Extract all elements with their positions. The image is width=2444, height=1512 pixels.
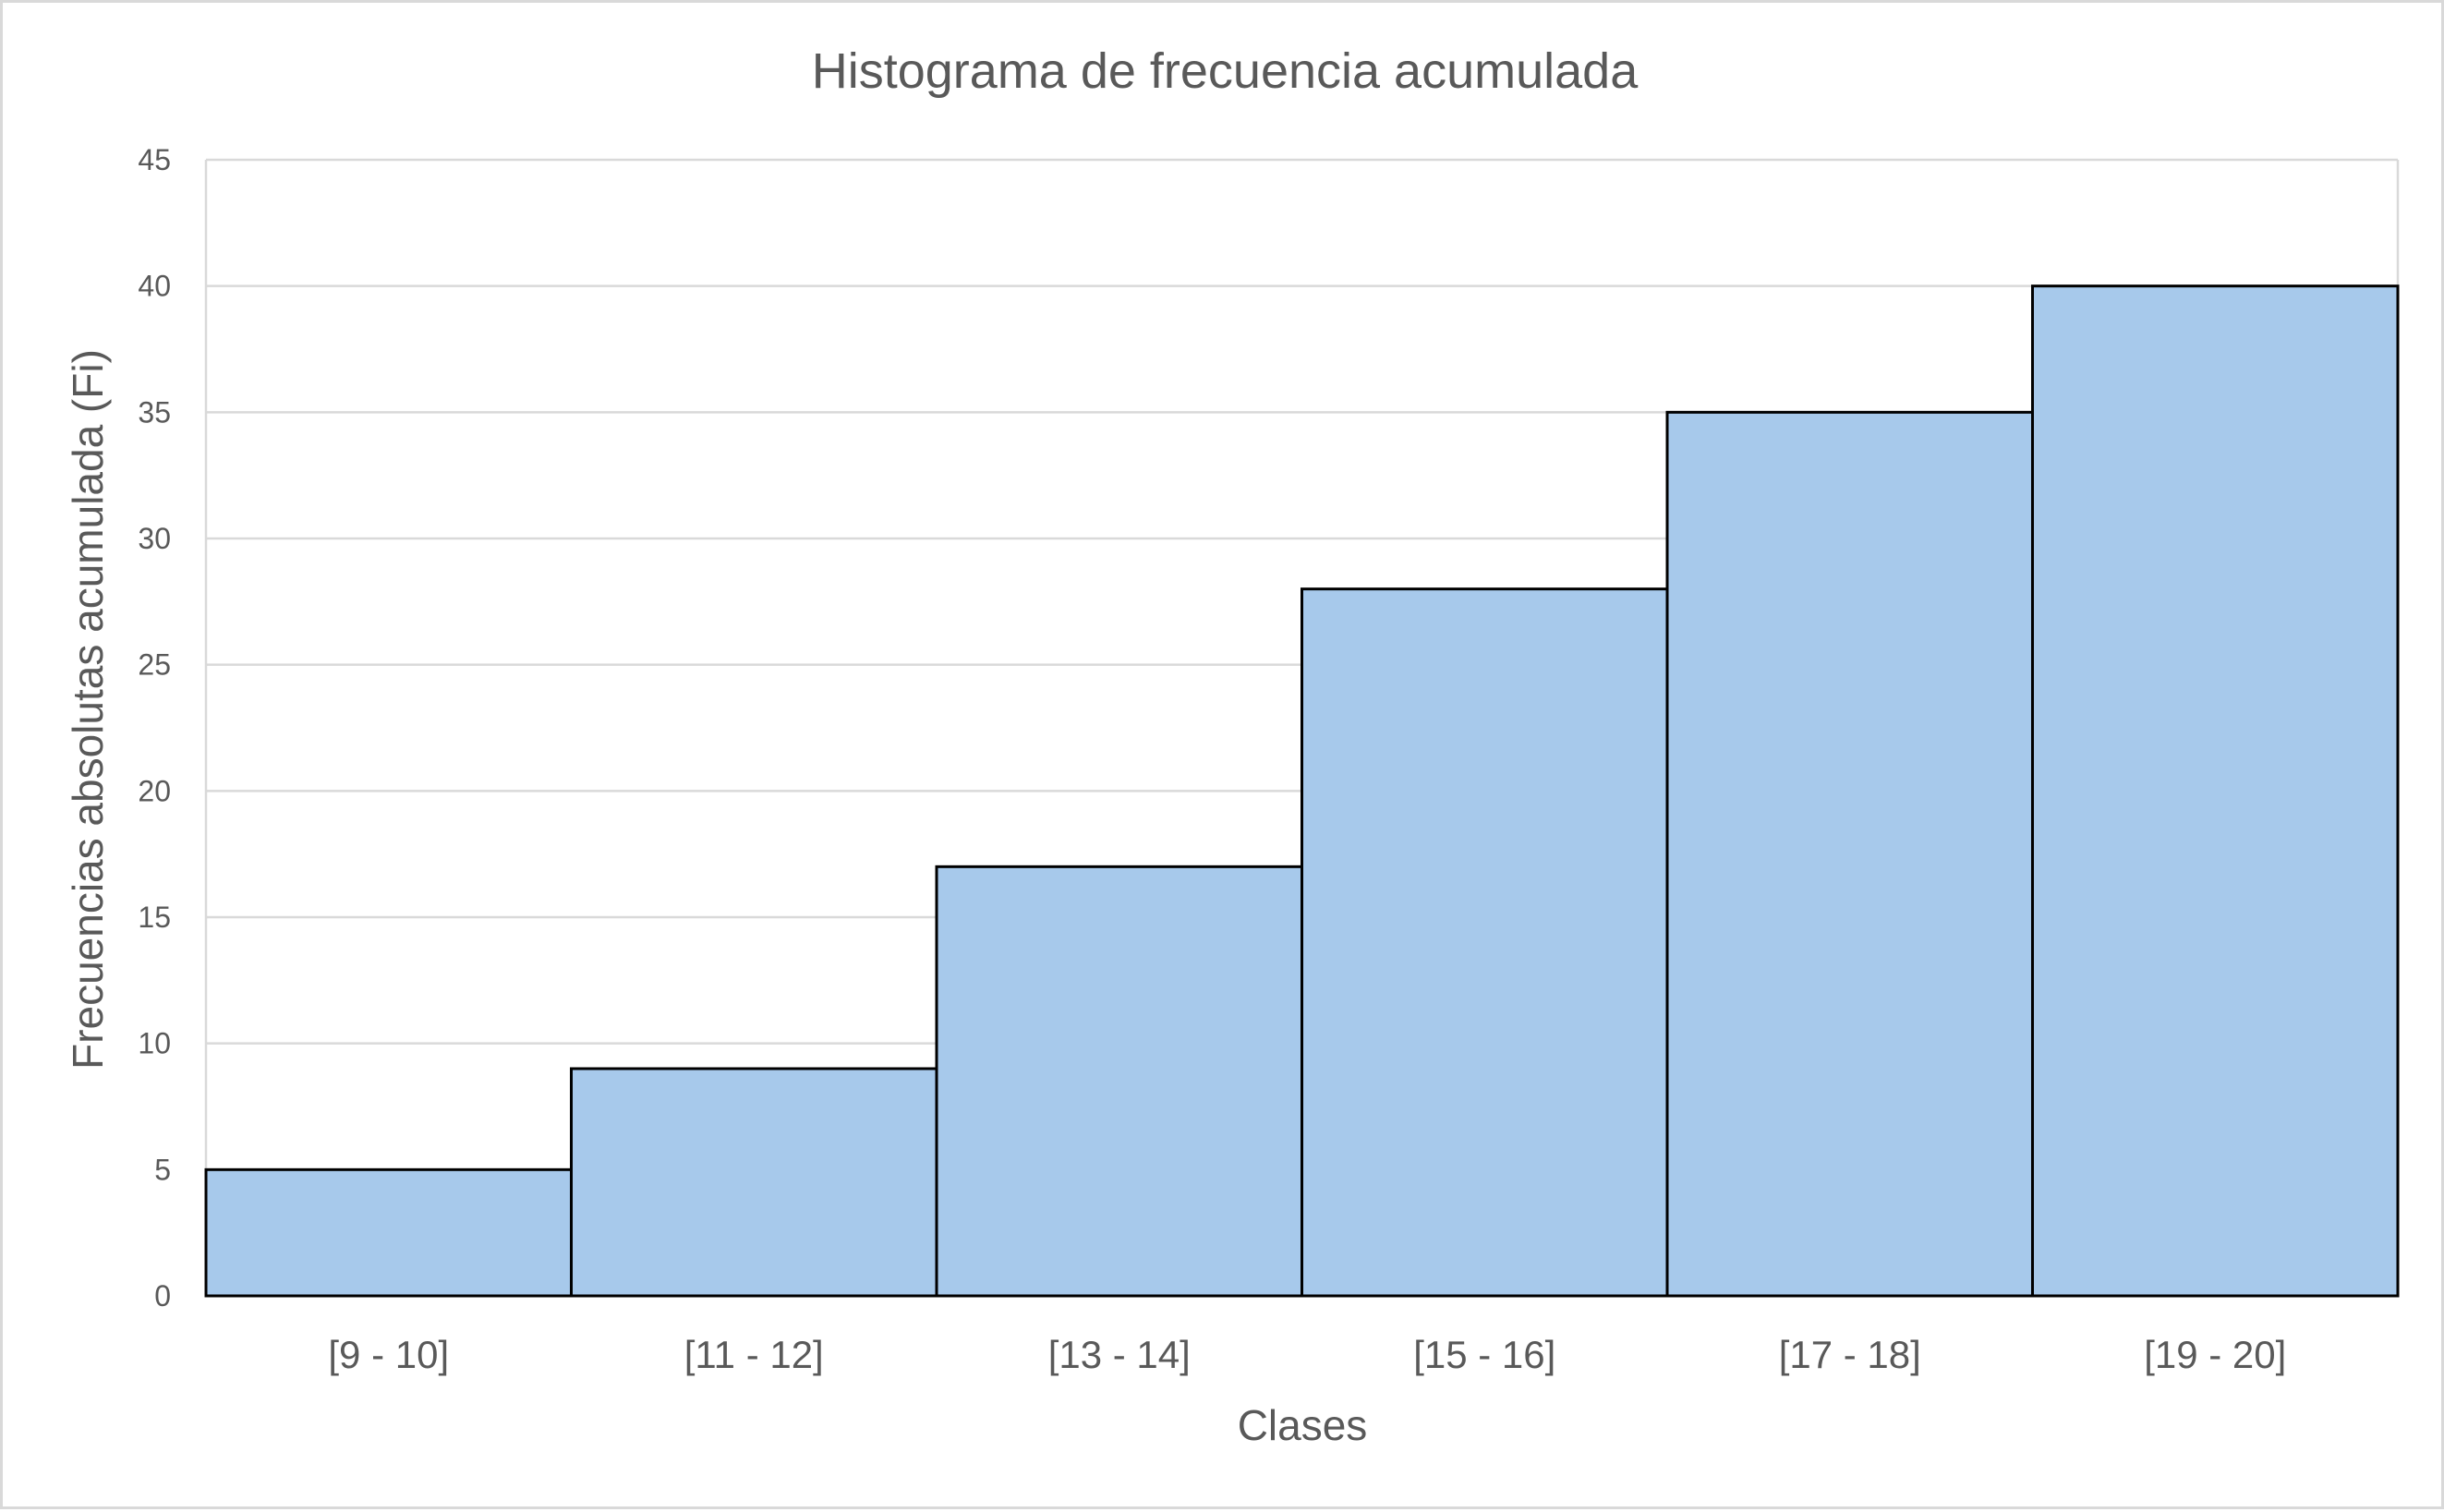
x-tick-label: [17 - 18] <box>1779 1333 1921 1376</box>
x-axis-ticks: [9 - 10] [11 - 12] [13 - 14] [15 - 16] [17 -… <box>328 1333 2286 1376</box>
histogram-bar <box>204 1167 573 1298</box>
x-tick-label: [19 - 20] <box>2144 1333 2286 1376</box>
y-tick-label: 5 <box>154 1153 171 1186</box>
y-axis-ticks: 0 5 10 15 20 25 30 35 40 45 <box>138 143 171 1312</box>
chart-title: Histograma de frecuencia acumulada <box>812 43 1639 99</box>
x-tick-label: [15 - 16] <box>1413 1333 1555 1376</box>
x-tick-label: [11 - 12] <box>684 1333 824 1376</box>
y-tick-label: 10 <box>138 1027 171 1060</box>
y-tick-label: 15 <box>138 901 171 934</box>
x-tick-label: [9 - 10] <box>328 1333 449 1376</box>
histogram-bar <box>1665 410 2034 1298</box>
y-tick-label: 35 <box>138 395 171 429</box>
histogram-chart: 0 5 10 15 20 25 30 35 40 45 [9 - 10] [11 - 12] [13 … <box>64 43 2400 1449</box>
x-axis-title: Clases <box>1238 1401 1368 1449</box>
histogram-bar <box>570 1067 938 1298</box>
y-axis-title: Frecuencias absolutas acumulada (Fi) <box>64 349 112 1070</box>
y-tick-label: 25 <box>138 648 171 682</box>
histogram-bar <box>935 865 1303 1298</box>
bars <box>204 284 2400 1298</box>
histogram-bar <box>2031 284 2400 1298</box>
y-tick-label: 0 <box>154 1279 171 1312</box>
y-tick-label: 30 <box>138 522 171 555</box>
y-tick-label: 45 <box>138 143 171 176</box>
x-tick-label: [13 - 14] <box>1048 1333 1191 1376</box>
y-tick-label: 40 <box>138 270 171 303</box>
histogram-bar <box>1301 587 1669 1298</box>
y-tick-label: 20 <box>138 774 171 807</box>
